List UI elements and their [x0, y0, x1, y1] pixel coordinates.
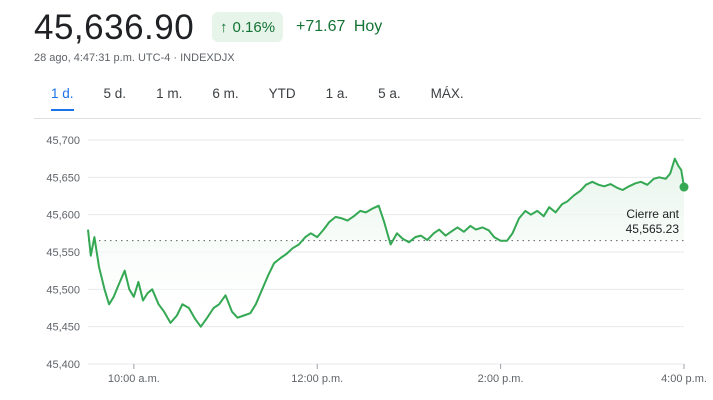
absolute-change-value: +71.67 — [296, 18, 346, 35]
range-tab[interactable]: MÁX. — [430, 86, 464, 101]
range-tabs: 1 d. 5 d. 1 m. 6 m. YTD 1 a. 5 a. MÁX. — [44, 86, 487, 111]
previous-close-value: 45,565.23 — [626, 222, 680, 236]
x-tick-label: 4:00 p.m. — [661, 373, 707, 385]
y-tick-label: 45,700 — [46, 135, 80, 147]
absolute-change: +71.67 Hoy — [296, 18, 386, 36]
range-tab[interactable]: 1 m. — [156, 86, 183, 101]
series-area — [88, 158, 684, 327]
y-tick-label: 45,500 — [46, 284, 80, 296]
arrow-up-icon: ↑ — [220, 18, 228, 36]
range-tab[interactable]: 6 m. — [212, 86, 239, 101]
x-tick-label: 12:00 p.m. — [291, 373, 343, 385]
range-tab[interactable]: 5 d. — [103, 86, 127, 101]
percent-change-value: 0.16% — [232, 18, 276, 36]
y-tick-label: 45,400 — [46, 359, 80, 371]
series-line — [87, 157, 685, 328]
range-tab[interactable]: 1 d. — [44, 86, 81, 111]
range-tab[interactable]: 1 a. — [325, 86, 349, 101]
timestamp-line: 28 ago, 4:47:31 p.m. UTC-4 · INDEXDJX — [34, 52, 235, 64]
last-value-dot — [679, 182, 689, 192]
y-tick-label: 45,550 — [46, 247, 80, 259]
y-tick-label: 45,450 — [46, 322, 80, 334]
price-chart[interactable]: 45,700 45,650 45,600 45,550 45,500 45,450 45,4… — [0, 120, 713, 400]
period-label: Hoy — [353, 18, 383, 35]
percent-change-badge: ↑ 0.16% — [212, 12, 284, 42]
previous-close-label: Cierre ant — [626, 207, 679, 221]
quote-header: 45,636.90 ↑ 0.16% +71.67 Hoy — [34, 8, 704, 48]
y-tick-label: 45,650 — [46, 172, 80, 184]
range-tab[interactable]: 5 a. — [378, 86, 401, 101]
x-tick-label: 2:00 p.m. — [478, 373, 524, 385]
range-tab[interactable]: YTD — [268, 86, 296, 101]
tabs-divider — [34, 118, 701, 119]
current-price: 45,636.90 — [34, 8, 195, 47]
y-tick-label: 45,600 — [46, 210, 80, 222]
x-tick-label: 10:00 a.m. — [108, 373, 160, 385]
